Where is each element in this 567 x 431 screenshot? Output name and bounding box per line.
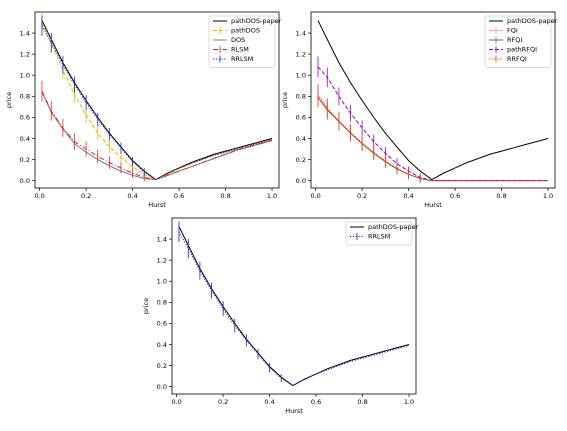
y-tick-label: 0.8 [296,93,306,101]
legend-label: pathDOS [231,27,260,35]
y-tick-label: 0.2 [157,362,167,370]
legend-box [345,221,413,246]
x-tick-label: 1.0 [267,192,277,200]
y-tick-label: 1.0 [157,278,167,286]
y-axis-label: price [142,298,150,314]
series-line-pathdos-paper [317,20,549,181]
y-tick-label: 1.4 [296,29,306,37]
series-line-rrlsm [178,231,410,387]
x-tick-label: 0.4 [264,398,274,406]
legend-label: RFQI [507,36,522,44]
chart-panel-3: 0.0 0.2 0.4 0.6 0.8 1.0 0.0 0.2 0.4 0.6 0.8 1.0 1.2 1… [142,217,419,415]
x-tick-label: 0.2 [81,192,91,200]
series-line-dos [41,91,273,181]
y-tick-label: 0.0 [157,383,167,391]
y-tick-label: 0.8 [20,93,30,101]
x-tick-label: 0.2 [357,192,367,200]
y-tick-label: 1.4 [157,235,167,243]
x-axis-label: Hurst [424,201,442,209]
y-tick-label: 0.0 [20,177,30,185]
x-tick-label: 0.8 [496,192,506,200]
plot-frame [34,11,280,189]
y-tick-label: 0.6 [20,114,30,122]
x-tick-label: 0.6 [450,192,460,200]
legend-label: RRLSM [368,233,390,241]
x-tick-label: 0.4 [403,192,413,200]
y-tick-label: 1.2 [20,50,30,58]
x-tick-label: 0.0 [34,192,44,200]
chart-panel-2: 0.0 0.2 0.4 0.6 0.8 1.0 0.0 0.2 0.4 0.6 0.8 1.0 1.2 1… [281,11,558,209]
x-tick-label: 1.0 [404,398,414,406]
plot-frame [310,11,556,189]
series-group [317,20,549,183]
x-tick-label: 0.8 [357,398,367,406]
series-line-rfqi [317,97,549,182]
y-tick-label: 1.0 [296,72,306,80]
series-line-pathdos-paper [178,226,410,387]
chart-panel-1: 0.0 0.2 0.4 0.6 0.8 1.0 0.0 0.2 0.4 0.6 0.8 1.0 1.2 1… [5,11,282,209]
y-tick-label: 0.4 [296,135,306,143]
series-group [41,12,273,182]
legend-label: FQI [507,27,518,35]
legend-label: pathDOS-paper [231,17,282,25]
legend-box [484,15,552,68]
legend-label: pathRFQI [507,46,537,54]
legend-label: RRFQI [507,55,527,63]
x-tick-label: 0.0 [171,398,181,406]
x-tick-label: 0.2 [218,398,228,406]
series-line-rlsm [41,90,273,181]
x-tick-label: 0.0 [310,192,320,200]
series-line-rrlsm [41,25,273,181]
y-tick-label: 1.2 [157,256,167,264]
y-tick-label: 0.8 [157,299,167,307]
legend-box [208,15,276,68]
y-tick-label: 0.2 [20,156,30,164]
y-tick-label: 0.0 [296,177,306,185]
y-tick-label: 1.0 [20,72,30,80]
legend-label: RLSM [231,46,249,54]
y-tick-label: 1.4 [20,29,30,37]
x-tick-label: 0.8 [220,192,230,200]
x-tick-label: 0.4 [127,192,137,200]
series-line-fqi [317,96,549,182]
legend-label: pathDOS-paper [368,223,419,231]
series-group [178,221,410,387]
x-tick-label: 1.0 [543,192,553,200]
x-tick-label: 0.6 [174,192,184,200]
y-tick-label: 0.4 [20,135,30,143]
plot-frame [171,217,417,395]
y-tick-label: 1.2 [296,50,306,58]
y-tick-label: 0.4 [157,341,167,349]
legend-label: RRLSM [231,55,253,63]
x-axis-label: Hurst [148,201,166,209]
y-tick-label: 0.6 [296,114,306,122]
series-line-pathrfqi [317,66,549,182]
y-tick-label: 0.2 [296,156,306,164]
legend-label: DOS [231,36,245,44]
y-axis-label: price [5,92,13,108]
y-axis-label: price [281,92,289,108]
legend-label: pathDOS-paper [507,17,558,25]
y-tick-label: 0.6 [157,320,167,328]
x-axis-label: Hurst [285,407,303,415]
x-tick-label: 0.6 [311,398,321,406]
series-line-rrfqi [317,93,549,182]
